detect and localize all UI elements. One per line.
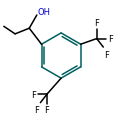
Text: F: F [103,50,108,59]
Text: F: F [30,90,35,99]
Text: F: F [93,19,98,28]
Text: OH: OH [37,8,50,17]
Text: F: F [44,106,49,115]
Text: F: F [34,106,39,115]
Text: F: F [107,35,112,44]
